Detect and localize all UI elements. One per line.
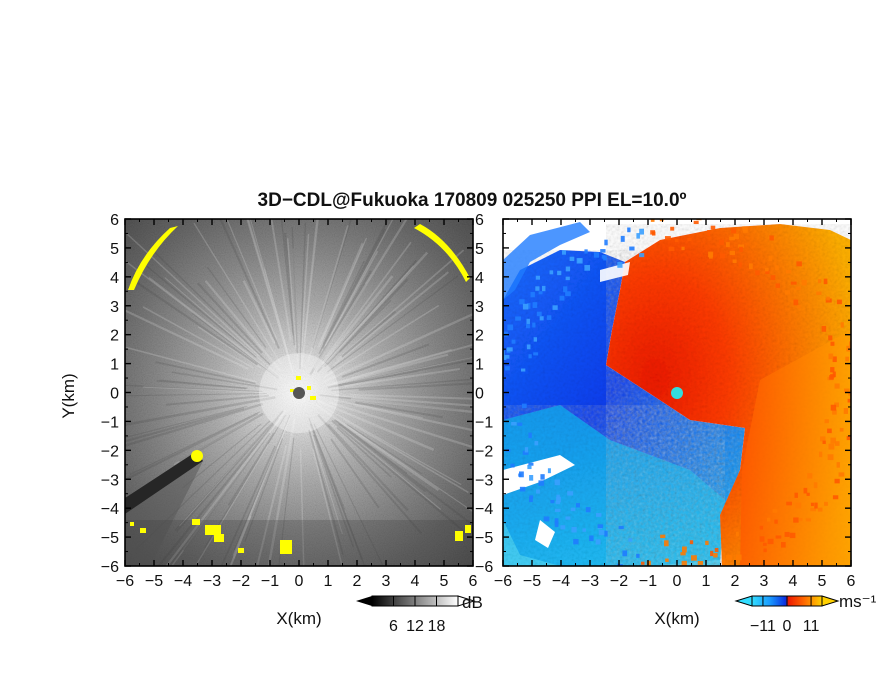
velocity-colorbar-unit: ms⁻¹ (839, 592, 877, 611)
velocity-colorbar-tick-label: 0 (783, 618, 792, 635)
velocity-x-tick-label: 2 (731, 573, 740, 590)
reflectivity-x-tick-label: −5 (145, 573, 163, 590)
reflectivity-y-tick-label: −5 (101, 530, 119, 547)
reflectivity-y-tick-label: 2 (110, 328, 119, 345)
reflectivity-y-tick-label: −6 (101, 559, 119, 576)
reflectivity-colorbar-tick-label: 18 (428, 618, 446, 635)
figure-title: 3D−CDL@Fukuoka 170809 025250 PPI EL=10.0… (258, 190, 687, 211)
reflectivity-x-tick-label: 4 (411, 573, 420, 590)
reflectivity-y-tick-label-right: −4 (475, 501, 493, 518)
velocity-x-tick-label: −2 (610, 573, 628, 590)
velocity-x-tick-label: −6 (494, 573, 512, 590)
reflectivity-x-tick-label: −2 (232, 573, 250, 590)
velocity-x-tick-label: 1 (702, 573, 711, 590)
velocity-panel (503, 219, 851, 566)
reflectivity-streaks (125, 219, 473, 566)
reflectivity-y-tick-label-right: 5 (475, 241, 484, 258)
reflectivity-y-axis-label: Y(km) (59, 373, 78, 418)
reflectivity-x-tick-label: 6 (469, 573, 478, 590)
velocity-x-tick-label: 0 (673, 573, 682, 590)
velocity-colorbar-tick-label: 11 (803, 618, 820, 635)
reflectivity-axes: −6 −5 −4 −3 −2 −1 0 1 2 3 4 5 66 65 54 43 32 21 10 0−1 −1−2−… (101, 212, 494, 590)
reflectivity-x-tick-label: −6 (116, 573, 134, 590)
reflectivity-x-tick-label: 0 (295, 573, 304, 590)
reflectivity-y-tick-label: 6 (110, 212, 119, 229)
reflectivity-y-tick-label: 4 (110, 270, 119, 287)
velocity-x-tick-label: 3 (760, 573, 769, 590)
reflectivity-x-tick-label: −1 (261, 573, 279, 590)
velocity-x-tick-label: −5 (523, 573, 541, 590)
reflectivity-y-tick-label: −1 (101, 414, 119, 431)
reflectivity-y-tick-label-right: 2 (475, 328, 484, 345)
reflectivity-x-tick-label: 3 (382, 573, 391, 590)
reflectivity-colorbar-tick-label: 6 (389, 618, 398, 635)
reflectivity-x-tick-label: 2 (353, 573, 362, 590)
reflectivity-y-tick-label-right: −6 (475, 559, 493, 576)
velocity-colorbar-tick-label: −11 (750, 618, 776, 635)
reflectivity-y-tick-label-right: −5 (475, 530, 493, 547)
radar-location-left (293, 387, 305, 399)
reflectivity-panel (125, 219, 473, 566)
reflectivity-y-tick-label-right: −2 (475, 443, 493, 460)
beam-blockage (125, 451, 203, 514)
reflectivity-y-tick-label-right: −3 (475, 472, 493, 489)
reflectivity-y-tick-label-right: 1 (475, 357, 484, 374)
velocity-x-axis-label: X(km) (654, 609, 699, 628)
saturation-patches (128, 224, 471, 554)
velocity-x-tick-label: 4 (789, 573, 798, 590)
reflectivity-y-tick-label: 1 (110, 357, 119, 374)
velocity-x-tick-label: −3 (581, 573, 599, 590)
reflectivity-x-tick-label: 1 (324, 573, 333, 590)
reflectivity-x-tick-label: −3 (203, 573, 221, 590)
radar-location-right (671, 387, 683, 399)
reflectivity-y-tick-label: −4 (101, 501, 119, 518)
reflectivity-colorbar-unit: dB (462, 593, 483, 612)
velocity-axes: −6 −5 −4 −3 −2 −1 0 1 2 3 4 5 6 (494, 218, 856, 590)
reflectivity-x-tick-label: −4 (174, 573, 192, 590)
velocity-colorbar: −11 0 11 ms⁻¹ (734, 592, 877, 635)
reflectivity-x-tick-label: 5 (440, 573, 449, 590)
velocity-x-tick-label: −1 (639, 573, 657, 590)
reflectivity-y-tick-label-right: −1 (475, 414, 493, 431)
reflectivity-colorbar-tick-label: 12 (406, 618, 424, 635)
velocity-x-tick-label: 5 (818, 573, 827, 590)
reflectivity-y-tick-label-right: 4 (475, 270, 484, 287)
reflectivity-y-tick-label-right: 0 (475, 386, 484, 403)
reflectivity-y-tick-label-right: 3 (475, 299, 484, 316)
reflectivity-colorbar: 6 12 18 dB (356, 593, 483, 635)
reflectivity-y-tick-label: −3 (101, 472, 119, 489)
reflectivity-y-tick-label-right: 6 (475, 212, 484, 229)
reflectivity-y-tick-label: 0 (110, 386, 119, 403)
reflectivity-y-tick-label: −2 (101, 443, 119, 460)
velocity-x-tick-label: 6 (847, 573, 856, 590)
reflectivity-y-tick-label: 3 (110, 299, 119, 316)
reflectivity-y-tick-label: 5 (110, 241, 119, 258)
reflectivity-x-axis-label: X(km) (276, 609, 321, 628)
velocity-x-tick-label: −4 (552, 573, 570, 590)
